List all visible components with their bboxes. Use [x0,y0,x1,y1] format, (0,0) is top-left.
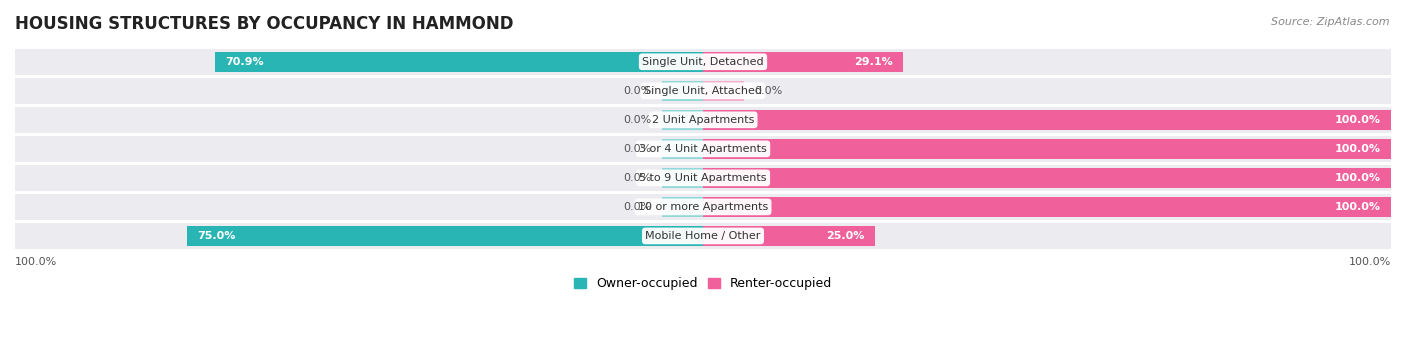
Bar [703,168,1391,188]
Bar [662,139,703,159]
Text: 2 Unit Apartments: 2 Unit Apartments [652,115,754,125]
Text: 29.1%: 29.1% [853,57,893,67]
Bar [703,197,1391,217]
Text: 0.0%: 0.0% [755,86,783,96]
Text: 100.0%: 100.0% [1334,144,1381,154]
Bar [703,226,875,246]
Bar [15,194,1391,220]
Bar [703,81,744,101]
Text: 25.0%: 25.0% [827,231,865,241]
Bar [662,197,703,217]
Text: 10 or more Apartments: 10 or more Apartments [638,202,768,212]
Text: 100.0%: 100.0% [15,257,58,267]
Text: 0.0%: 0.0% [623,202,651,212]
Text: 5 to 9 Unit Apartments: 5 to 9 Unit Apartments [640,173,766,183]
Text: HOUSING STRUCTURES BY OCCUPANCY IN HAMMOND: HOUSING STRUCTURES BY OCCUPANCY IN HAMMO… [15,15,513,33]
Text: 3 or 4 Unit Apartments: 3 or 4 Unit Apartments [640,144,766,154]
Text: 100.0%: 100.0% [1334,115,1381,125]
Text: Single Unit, Attached: Single Unit, Attached [644,86,762,96]
Bar [15,107,1391,133]
Legend: Owner-occupied, Renter-occupied: Owner-occupied, Renter-occupied [568,272,838,295]
Bar [703,110,1391,130]
Text: Source: ZipAtlas.com: Source: ZipAtlas.com [1271,17,1389,27]
Text: 0.0%: 0.0% [623,173,651,183]
Bar [703,139,1391,159]
Text: Single Unit, Detached: Single Unit, Detached [643,57,763,67]
Text: 0.0%: 0.0% [623,86,651,96]
Bar [703,52,903,71]
Bar [662,110,703,130]
Text: Mobile Home / Other: Mobile Home / Other [645,231,761,241]
Bar [15,136,1391,162]
Text: 100.0%: 100.0% [1348,257,1391,267]
Bar [15,78,1391,104]
Text: 100.0%: 100.0% [1334,173,1381,183]
Text: 100.0%: 100.0% [1334,202,1381,212]
Bar [215,52,703,71]
Bar [15,223,1391,249]
Bar [15,49,1391,75]
Text: 0.0%: 0.0% [623,144,651,154]
Text: 75.0%: 75.0% [197,231,236,241]
Text: 0.0%: 0.0% [623,115,651,125]
Bar [662,81,703,101]
Text: 70.9%: 70.9% [225,57,264,67]
Bar [15,165,1391,190]
Bar [662,168,703,188]
Bar [187,226,703,246]
